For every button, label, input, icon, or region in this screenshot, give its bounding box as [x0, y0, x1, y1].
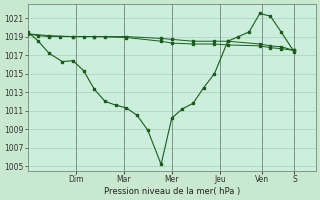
X-axis label: Pression niveau de la mer( hPa ): Pression niveau de la mer( hPa )	[104, 187, 240, 196]
